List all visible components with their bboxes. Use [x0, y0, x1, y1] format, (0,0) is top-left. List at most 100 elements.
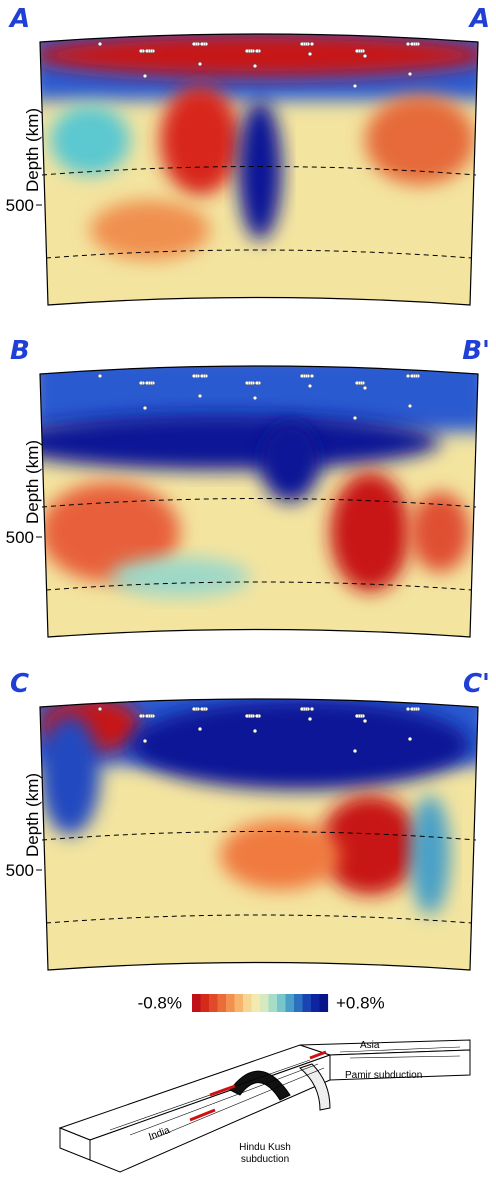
seismic-event: [244, 714, 249, 719]
colorbar: -0.8% +0.8%: [138, 993, 385, 1012]
colorbar-swatch: [311, 994, 320, 1012]
panel-border: [39, 33, 479, 306]
tomography-panel: C C' Depth (km) 500: [6, 669, 490, 971]
seismic-event: [406, 374, 411, 379]
tick-label: 500: [6, 528, 34, 547]
seismic-event: [300, 42, 305, 47]
seismic-event: [197, 394, 202, 399]
anomaly: [220, 820, 340, 890]
anomaly: [90, 200, 210, 260]
panel-label: B: [10, 336, 30, 366]
colorbar-swatch: [209, 994, 218, 1012]
seismic-event: [199, 707, 204, 712]
seismic-event: [408, 737, 413, 742]
seismic-event: [353, 83, 358, 88]
colorbar-swatch: [192, 994, 201, 1012]
seismic-event: [144, 381, 149, 386]
panel-label: C': [463, 669, 490, 699]
section-image: [40, 34, 478, 305]
colorbar-swatch: [302, 994, 312, 1012]
seismic-event: [199, 374, 204, 379]
label-asia: Asia: [360, 1040, 380, 1051]
dashed-line: [45, 581, 473, 591]
anomaly: [130, 700, 470, 790]
section-image: [40, 699, 478, 970]
seismic-event: [244, 381, 249, 386]
axis-label: Depth (km): [23, 108, 42, 192]
anomaly: [410, 492, 470, 572]
seismic-event: [197, 727, 202, 732]
seismic-event: [410, 42, 415, 47]
anomaly: [410, 795, 450, 915]
anomaly: [320, 795, 420, 895]
dashed-line: [41, 831, 477, 841]
colorbar-swatch: [285, 994, 295, 1012]
seismic-event: [142, 406, 147, 411]
seismic-event: [308, 52, 313, 57]
panel-label: A: [8, 4, 30, 34]
seismic-event: [300, 374, 305, 379]
seismic-event: [191, 42, 196, 47]
seismic-event: [252, 63, 257, 68]
seismic-event: [254, 49, 259, 54]
panel-border: [39, 698, 479, 971]
anomaly: [330, 472, 410, 592]
tick-label: 500: [6, 196, 34, 215]
seismic-event: [142, 73, 147, 78]
colorbar-max: +0.8%: [336, 993, 385, 1012]
axis-label: Depth (km): [23, 440, 42, 524]
tick-label: 500: [6, 861, 34, 880]
seismic-event: [355, 49, 360, 54]
seismic-event: [408, 404, 413, 409]
colorbar-swatch: [243, 994, 252, 1012]
seismic-event: [254, 714, 259, 719]
colorbar-swatch: [294, 994, 303, 1012]
dashed-line: [41, 498, 477, 508]
seismic-event: [142, 739, 147, 744]
colorbar-swatch: [251, 994, 261, 1012]
colorbar-swatch: [234, 994, 244, 1012]
anomaly: [110, 557, 250, 597]
colorbar-swatch: [200, 994, 210, 1012]
anomaly: [365, 95, 475, 185]
seismic-event: [199, 42, 204, 47]
anomaly: [50, 105, 130, 175]
schematic: Asia Pamir subduction India Hindu Kush s…: [58, 1039, 471, 1173]
dashed-line: [41, 166, 477, 176]
label-subduction: subduction: [241, 1154, 289, 1165]
seismic-event: [144, 714, 149, 719]
colorbar-swatch: [217, 994, 227, 1012]
seismic-event: [410, 707, 415, 712]
anomaly: [238, 100, 282, 240]
panel-label: B': [462, 336, 490, 366]
anomaly: [160, 85, 240, 195]
seismic-event: [97, 42, 102, 47]
seismic-event: [97, 374, 102, 379]
seismic-event: [191, 707, 196, 712]
panel-label: C: [10, 669, 29, 699]
seismic-event: [197, 62, 202, 67]
dashed-line: [45, 914, 473, 924]
seismic-event: [308, 717, 313, 722]
seismic-event: [363, 54, 368, 59]
seismic-event: [310, 374, 315, 379]
anomaly: [260, 422, 320, 502]
panel-label: A: [468, 4, 490, 34]
panel-border: [39, 365, 479, 638]
tomography-panel: B B' Depth (km) 500: [6, 336, 490, 638]
seismic-event: [138, 381, 143, 386]
seismic-event: [363, 386, 368, 391]
seismic-event: [191, 374, 196, 379]
colorbar-swatch: [277, 994, 286, 1012]
seismic-event: [363, 719, 368, 724]
seismic-event: [353, 416, 358, 421]
label-hindu-kush: Hindu Kush: [239, 1142, 291, 1153]
section-image: [40, 366, 478, 637]
anomaly: [40, 34, 478, 77]
colorbar-swatch: [319, 994, 329, 1012]
seismic-event: [355, 381, 360, 386]
colorbar-swatch: [268, 994, 278, 1012]
tomography-panel: A A Depth (km) 500: [6, 4, 490, 306]
seismic-event: [252, 729, 257, 734]
